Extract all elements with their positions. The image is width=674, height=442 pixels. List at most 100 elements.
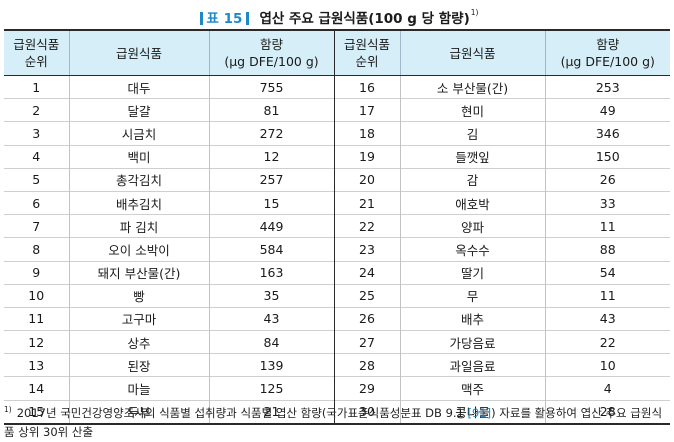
content-right-cell: 11 <box>544 214 670 238</box>
food-right-cell: 감 <box>399 167 545 192</box>
content-right-cell: 33 <box>544 190 670 215</box>
rank-left-cell: 13 <box>4 353 69 377</box>
content-right-cell: 54 <box>544 260 670 285</box>
rank-left-cell: 7 <box>4 214 69 238</box>
food-left-cell: 빵 <box>68 283 209 308</box>
content-left-cell: 139 <box>208 353 334 377</box>
rank-left-cell: 8 <box>4 237 69 261</box>
title-footnote-marker: 1) <box>470 8 479 17</box>
table-row: 3 시금치 272 18 김 346 <box>4 121 670 146</box>
footnote-marker: 1) <box>4 405 12 414</box>
content-left-cell: 257 <box>208 167 334 192</box>
rank-right-cell: 25 <box>333 283 400 308</box>
content-right-cell: 150 <box>544 144 670 169</box>
content-right-cell: 253 <box>544 74 670 99</box>
content-right-cell: 88 <box>544 237 670 261</box>
food-left-cell: 시금치 <box>68 121 209 146</box>
rank-right-cell: 18 <box>333 121 400 146</box>
rank-right-cell: 22 <box>333 214 400 238</box>
food-left-cell: 달걀 <box>68 98 209 122</box>
rank-right-cell: 30 <box>333 399 400 424</box>
content-right-cell: 11 <box>544 283 670 308</box>
content-left-cell: 81 <box>208 98 334 122</box>
footnote: 1) 2017년 국민건강영양조사의 식품별 섭취량과 식품별 엽산 함량(국가표… <box>4 400 668 442</box>
rank-right-cell: 27 <box>333 330 400 354</box>
table-row: 4 백미 12 19 들깻잎 150 <box>4 144 670 169</box>
food-right-cell: 김 <box>399 121 545 146</box>
content-left-cell: 272 <box>208 121 334 146</box>
content-right-cell: 43 <box>544 306 670 331</box>
rank-left-cell: 4 <box>4 144 69 169</box>
header-food-left: 급원식품 <box>68 30 209 76</box>
footnote-reference-link[interactable]: [91] <box>467 406 492 420</box>
content-right-cell: 49 <box>544 98 670 122</box>
table-row: 1 대두 755 16 소 부산물(간) 253 <box>4 74 670 99</box>
content-left-cell: 449 <box>208 214 334 238</box>
footnote-text-after: ) 자료를 활용하여 엽산 주요 급원식품 상위 30위 산출 <box>4 406 663 439</box>
food-right-cell: 애호박 <box>399 190 545 215</box>
rank-left-cell: 11 <box>4 306 69 331</box>
content-right-cell: 28 <box>544 399 670 424</box>
rank-left-cell: 3 <box>4 121 69 146</box>
food-left-cell: 백미 <box>68 144 209 169</box>
table-row: 9 돼지 부산물(간) 163 24 딸기 54 <box>4 260 670 285</box>
rank-left-cell: 9 <box>4 260 69 285</box>
food-left-cell: 두부 <box>68 399 209 424</box>
rank-right-cell: 19 <box>333 144 400 169</box>
table-body: 1 대두 755 16 소 부산물(간) 253 2 달걀 81 17 현미 49 3 시금치 272 18 김… <box>4 74 670 424</box>
rank-left-cell: 1 <box>4 74 69 99</box>
rank-right-cell: 16 <box>333 74 400 99</box>
header-row: 급원식품 순위 급원식품 함량 (μg DFE/100 g) 급원식품 순위 급원식품… <box>4 30 670 76</box>
food-right-cell: 옥수수 <box>399 237 545 261</box>
table-row: 13 된장 139 28 과일음료 10 <box>4 353 670 377</box>
content-left-cell: 21 <box>208 399 334 424</box>
content-left-cell: 163 <box>208 260 334 285</box>
rank-left-cell: 6 <box>4 190 69 215</box>
food-left-cell: 상추 <box>68 330 209 354</box>
content-left-cell: 584 <box>208 237 334 261</box>
food-left-cell: 마늘 <box>68 376 209 401</box>
food-right-cell: 맥주 <box>399 376 545 401</box>
rank-right-cell: 28 <box>333 353 400 377</box>
food-right-cell: 양파 <box>399 214 545 238</box>
content-right-cell: 346 <box>544 121 670 146</box>
food-left-cell: 된장 <box>68 353 209 377</box>
content-left-cell: 15 <box>208 190 334 215</box>
table-row: 2 달걀 81 17 현미 49 <box>4 98 670 122</box>
rank-left-cell: 12 <box>4 330 69 354</box>
table-row: 11 고구마 43 26 배추 43 <box>4 306 670 331</box>
rank-right-cell: 20 <box>333 167 400 192</box>
footnote-text-before: 2017년 국민건강영양조사의 식품별 섭취량과 식품별 엽산 함량(국가표준식… <box>16 406 468 420</box>
rank-right-cell: 23 <box>333 237 400 261</box>
rank-right-cell: 21 <box>333 190 400 215</box>
content-right-cell: 10 <box>544 353 670 377</box>
header-rank-left: 급원식품 순위 <box>4 30 69 76</box>
title-bar-left <box>199 12 203 25</box>
food-left-cell: 오이 소박이 <box>68 237 209 261</box>
food-right-cell: 소 부산물(간) <box>399 74 545 99</box>
table-row: 5 총각김치 257 20 감 26 <box>4 167 670 192</box>
table-number: 표 15 <box>206 11 243 27</box>
header-rank-right: 급원식품 순위 <box>333 30 400 76</box>
table-row: 12 상추 84 27 가당음료 22 <box>4 330 670 354</box>
table-title-text: 엽산 주요 급원식품(100 g 당 함량) <box>259 11 470 27</box>
food-left-cell: 총각김치 <box>68 167 209 192</box>
food-right-cell: 딸기 <box>399 260 545 285</box>
food-right-cell: 가당음료 <box>399 330 545 354</box>
rank-left-cell: 5 <box>4 167 69 192</box>
header-content-right: 함량 (μg DFE/100 g) <box>544 30 670 76</box>
content-right-cell: 22 <box>544 330 670 354</box>
header-food-right: 급원식품 <box>399 30 545 76</box>
table-row: 6 배추김치 15 21 애호박 33 <box>4 190 670 215</box>
food-left-cell: 대두 <box>68 74 209 99</box>
food-right-cell: 무 <box>399 283 545 308</box>
rank-right-cell: 24 <box>333 260 400 285</box>
rank-left-cell: 10 <box>4 283 69 308</box>
food-left-cell: 고구마 <box>68 306 209 331</box>
table-title: 표 15 엽산 주요 급원식품(100 g 당 함량)1) <box>0 2 674 27</box>
content-left-cell: 125 <box>208 376 334 401</box>
rank-left-cell: 2 <box>4 98 69 122</box>
table-row: 14 마늘 125 29 맥주 4 <box>4 376 670 401</box>
food-right-cell: 콩나물 <box>399 399 545 424</box>
